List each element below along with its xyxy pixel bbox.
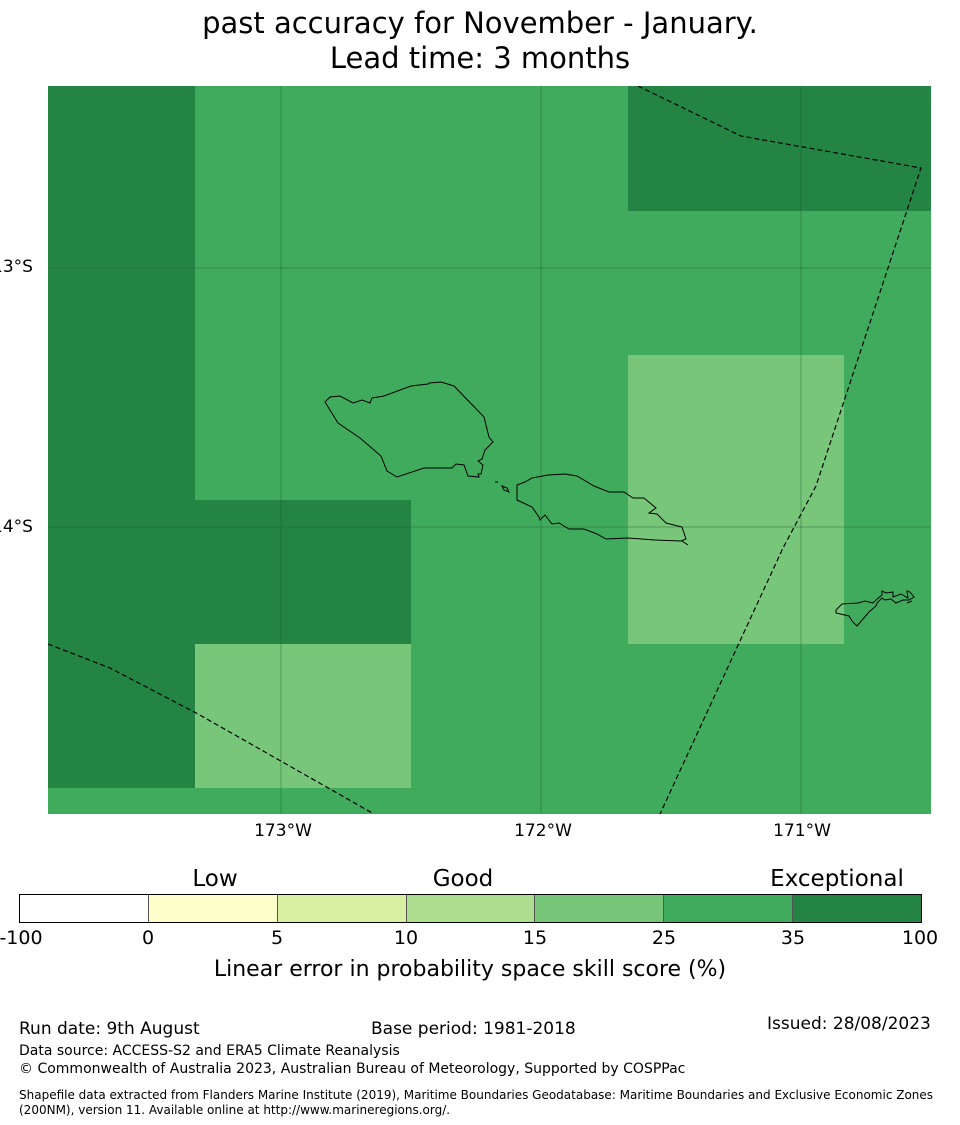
colorbar-tick: 10 <box>393 927 419 949</box>
colorbar-segment <box>664 895 794 922</box>
colorbar-tick: 0 <box>141 927 155 949</box>
skill-cell <box>48 86 195 788</box>
shapefile-credit: Shapefile data extracted from Flanders M… <box>19 1088 934 1117</box>
category-good: Good <box>432 866 494 892</box>
copyright: © Commonwealth of Australia 2023, Austra… <box>19 1061 686 1077</box>
colorbar-segment <box>535 895 665 922</box>
skill-cell <box>195 644 411 788</box>
lon-label-172w: 172°W <box>514 821 572 841</box>
manono-islet <box>500 485 511 493</box>
colorbar-tick: 100 <box>901 927 939 949</box>
lat-label-13s: 13°S <box>0 257 33 277</box>
colorbar-segment <box>277 895 407 922</box>
colorbar-segment <box>406 895 536 922</box>
category-exceptional: Exceptional <box>770 866 904 892</box>
aunuu-islet <box>906 600 913 604</box>
lon-label-173w: 173°W <box>254 821 312 841</box>
colorbar-segment <box>793 895 922 922</box>
colorbar <box>19 894 922 923</box>
graticule <box>48 86 931 814</box>
map-subtitle: Lead time: 3 months <box>329 41 631 75</box>
skill-cell <box>628 355 844 644</box>
upolu-island <box>516 473 687 542</box>
lat-label-14s: 14°S <box>0 517 33 537</box>
colorbar-segment <box>20 895 149 922</box>
colorbar-tick: -100 <box>0 927 43 949</box>
base-period: Base period: 1981-2018 <box>371 1019 576 1039</box>
category-low: Low <box>192 866 238 892</box>
data-source: Data source: ACCESS-S2 and ERA5 Climate … <box>19 1043 400 1059</box>
run-date: Run date: 9th August <box>19 1019 200 1039</box>
skill-cell <box>628 86 931 211</box>
upolu-tip <box>681 540 689 546</box>
colorbar-tick: 15 <box>522 927 548 949</box>
skill-map <box>48 86 931 814</box>
colorbar-tick: 35 <box>780 927 806 949</box>
skill-map-canvas <box>48 86 931 814</box>
map-title: past accuracy for November - January. <box>202 6 758 40</box>
savaii-island <box>324 381 494 478</box>
colorbar-label: Linear error in probability space skill … <box>213 957 727 982</box>
lon-label-171w: 171°W <box>773 821 831 841</box>
issued-date: Issued: 28/08/2023 <box>767 1014 931 1034</box>
eez-boundary <box>48 86 922 814</box>
skill-cell <box>195 500 411 644</box>
colorbar-tick: 25 <box>651 927 677 949</box>
colorbar-segment <box>148 895 278 922</box>
tutuila-island <box>835 590 915 627</box>
colorbar-tick: 5 <box>270 927 284 949</box>
